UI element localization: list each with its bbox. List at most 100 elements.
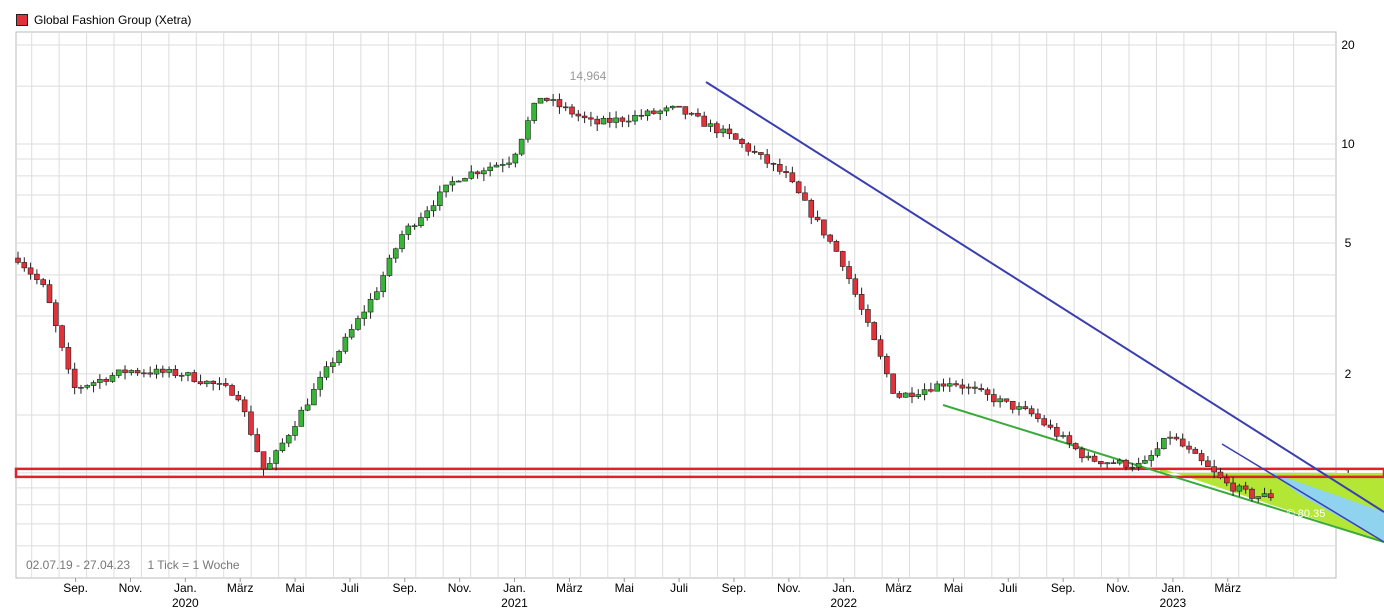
x-tick-label: März [556, 581, 583, 595]
candle-body [455, 180, 462, 183]
candle-body [776, 164, 783, 172]
candle-body [1255, 496, 1262, 499]
candle-body [329, 362, 336, 367]
candle-body [877, 339, 884, 357]
candle-body [1091, 455, 1098, 462]
candle-body [915, 394, 922, 398]
x-tick-label: Jan. [503, 581, 526, 595]
candle-body [588, 117, 594, 120]
candle-body [386, 257, 393, 276]
y-tick-label: 2 [1345, 367, 1352, 381]
candle-body [997, 398, 1003, 403]
x-tick-label: März [1214, 581, 1241, 595]
candle-body [1223, 477, 1230, 484]
candle-body [726, 128, 733, 135]
candle-body [688, 112, 695, 115]
y-tick-label: 10 [1341, 137, 1355, 151]
x-tick-label: Jan. [174, 581, 197, 595]
candle-body [732, 133, 739, 140]
candle-body [1173, 436, 1180, 440]
candle-body [802, 192, 808, 201]
candle-body [71, 368, 78, 388]
tick-info: 1 Tick = 1 Woche [147, 558, 240, 572]
candle-body [896, 393, 903, 398]
candle-body [638, 114, 645, 117]
candle-body [758, 152, 764, 155]
candle-body [827, 234, 833, 242]
candle-body [808, 200, 815, 218]
candle-body [197, 381, 204, 385]
candle-body [147, 372, 154, 375]
x-tick-label: Nov. [119, 581, 143, 595]
x-tick-label: Mai [615, 581, 634, 595]
candle-body [1060, 435, 1066, 437]
candle-body [235, 395, 242, 401]
candle-body [474, 171, 481, 175]
candle-body [745, 143, 752, 152]
candle-body [317, 376, 323, 390]
candle-body [556, 99, 563, 108]
candle-body [84, 385, 91, 388]
candle-body [34, 273, 40, 280]
candle-body [846, 266, 852, 280]
candle-body [267, 463, 273, 470]
candle-body [1022, 406, 1029, 410]
candle-body [380, 275, 386, 293]
candle-body [644, 110, 651, 117]
candle-body [858, 294, 865, 310]
candle-body [348, 329, 355, 338]
candle-body [581, 115, 588, 119]
candle-body [701, 115, 708, 127]
x-tick-label: Sep. [63, 581, 88, 595]
candle-body [97, 378, 103, 383]
candle-body [606, 117, 613, 123]
resistance-trendline [705, 81, 1384, 513]
candle-body [468, 171, 475, 179]
candle-body [695, 112, 701, 117]
candle-body [1129, 466, 1136, 469]
x-tick-label: Jan. [832, 581, 855, 595]
candle-body [946, 383, 953, 387]
candle-body [890, 373, 896, 394]
y-tick-label: 20 [1341, 38, 1355, 52]
candle-body [46, 284, 53, 304]
candle-body [178, 374, 185, 377]
candle-body [279, 442, 286, 452]
candle-body [1098, 461, 1104, 465]
candle-body [27, 267, 34, 275]
candle-body [751, 150, 758, 153]
y-tick-label: 5 [1345, 236, 1352, 250]
x-tick-label: März [227, 581, 254, 595]
candle-body [285, 435, 292, 444]
candle-body [134, 370, 141, 374]
candle-body [720, 128, 726, 134]
candle-body [1268, 493, 1274, 499]
candle-body [902, 392, 909, 398]
candle-body [1041, 418, 1047, 426]
candle-body [972, 386, 978, 389]
candle-body [770, 162, 777, 165]
candle-body [1198, 453, 1205, 462]
candle-body [241, 399, 248, 413]
candle-body [78, 386, 84, 389]
candle-body [1003, 398, 1010, 402]
candle-body [814, 216, 821, 221]
high-annotation: 14,964 [570, 69, 607, 83]
candle-body [172, 368, 179, 376]
candle-body [544, 97, 550, 101]
candle-body [537, 97, 544, 104]
candle-body [1016, 406, 1022, 410]
candle-body [1192, 448, 1199, 454]
x-tick-label: Nov. [1106, 581, 1130, 595]
candle-body [550, 99, 556, 101]
candle-body [575, 113, 582, 117]
x-tick-label: Juli [341, 581, 359, 595]
x-tick-label: März [885, 581, 912, 595]
candle-body [1116, 459, 1123, 464]
candle-body [512, 153, 519, 164]
level-band [14, 467, 1384, 479]
candle-body [978, 388, 985, 391]
channel-lower-line [1221, 443, 1384, 543]
candle-body [1028, 408, 1035, 415]
